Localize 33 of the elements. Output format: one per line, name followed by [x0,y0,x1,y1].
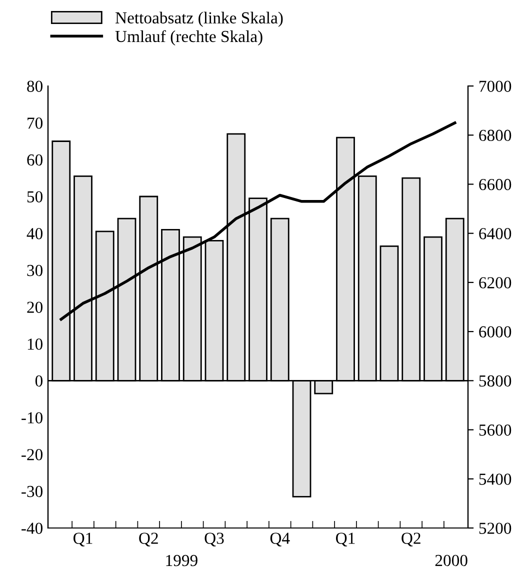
x-tick-label: Q2 [402,532,420,546]
y2-tick-label: 5200 [479,522,512,534]
y-tick-label: -20 [22,449,43,460]
x-tick-label: Q1 [74,532,92,546]
x-tick-label: Q2 [139,532,158,546]
y2-tick-label: 6200 [479,277,512,288]
y2-tick-label: 7000 [480,80,512,92]
y-tick-label: 10 [28,338,43,350]
y-tick-label: 50 [27,191,43,202]
y2-tick-label: 5600 [479,424,512,436]
y-tick-label: 60 [27,154,43,166]
x-tick-label: Q1 [336,532,355,546]
y-tick-label: 30 [27,264,43,276]
y-tick-label: 20 [27,302,43,313]
y-tick-label: -40 [22,522,43,534]
text: 2000 [435,554,468,566]
y-tick-label: -30 [22,486,43,498]
y2-tick-label: 6400 [479,228,512,240]
x-tick-label: Q4 [270,532,290,546]
y2-tick-label: 5400 [479,474,512,485]
x-tick-label: Q3 [204,532,224,546]
y-tick-label: 70 [28,118,43,129]
y2-tick-label: 5800 [479,375,512,387]
y-tick-label: -10 [22,412,43,424]
y2-tick-label: 6800 [479,130,512,142]
y2-tick-label: 6600 [479,178,512,190]
legend-label: Umlauf (rechte Skala) [115,30,262,46]
legend-label: Nettoabsatz (linke Skala) [115,12,283,27]
text: 1999 [166,554,198,566]
y-tick-label: 40 [26,228,43,240]
y2-tick-label: 6000 [479,326,512,338]
y-tick-label: 80 [27,80,43,92]
y-tick-label: 0 [35,375,43,387]
